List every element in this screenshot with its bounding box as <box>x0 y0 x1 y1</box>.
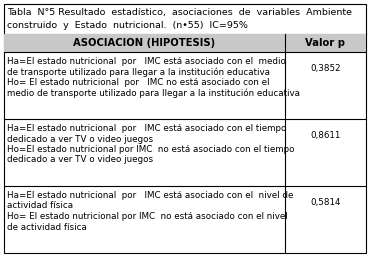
Text: Ho= El estado nutricional  por   IMC no está asociado con el: Ho= El estado nutricional por IMC no est… <box>7 78 269 87</box>
Text: construido  y  Estado  nutricional.  (n•55)  IC=95%: construido y Estado nutricional. (n•55) … <box>7 21 248 30</box>
Text: Tabla  N°5 Resultado  estadístico,  asociaciones  de  variables  Ambiente: Tabla N°5 Resultado estadístico, asociac… <box>7 8 352 17</box>
Text: Ha=El estado nutricional  por   IMC está asociado con el tiempo: Ha=El estado nutricional por IMC está as… <box>7 124 286 133</box>
Text: Ha=El estado nutricional  por   IMC está asociado con el  nivel de: Ha=El estado nutricional por IMC está as… <box>7 191 293 200</box>
Text: Ho=El estado nutricional por IMC  no está asociado con el tiempo: Ho=El estado nutricional por IMC no está… <box>7 145 295 154</box>
Text: Ho= El estado nutricional por IMC  no está asociado con el nivel: Ho= El estado nutricional por IMC no est… <box>7 212 288 221</box>
Text: 0,8611: 0,8611 <box>310 131 340 140</box>
Text: Ha=El estado nutricional  por   IMC está asociado con el  medio: Ha=El estado nutricional por IMC está as… <box>7 57 286 66</box>
Text: dedicado a ver TV o video juegos: dedicado a ver TV o video juegos <box>7 134 153 143</box>
Text: de actividad física: de actividad física <box>7 223 87 232</box>
Text: actividad física: actividad física <box>7 201 73 210</box>
Text: 0,3852: 0,3852 <box>310 64 341 73</box>
Text: de transporte utilizado para llegar a la institución educativa: de transporte utilizado para llegar a la… <box>7 68 270 77</box>
Text: dedicado a ver TV o video juegos: dedicado a ver TV o video juegos <box>7 155 153 164</box>
Text: 0,5814: 0,5814 <box>310 198 340 207</box>
Text: medio de transporte utilizado para llegar a la institución educativa: medio de transporte utilizado para llega… <box>7 88 300 98</box>
Text: Valor p: Valor p <box>305 38 345 48</box>
Bar <box>4 34 366 52</box>
Text: ASOCIACION (HIPOTESIS): ASOCIACION (HIPOTESIS) <box>73 38 215 48</box>
